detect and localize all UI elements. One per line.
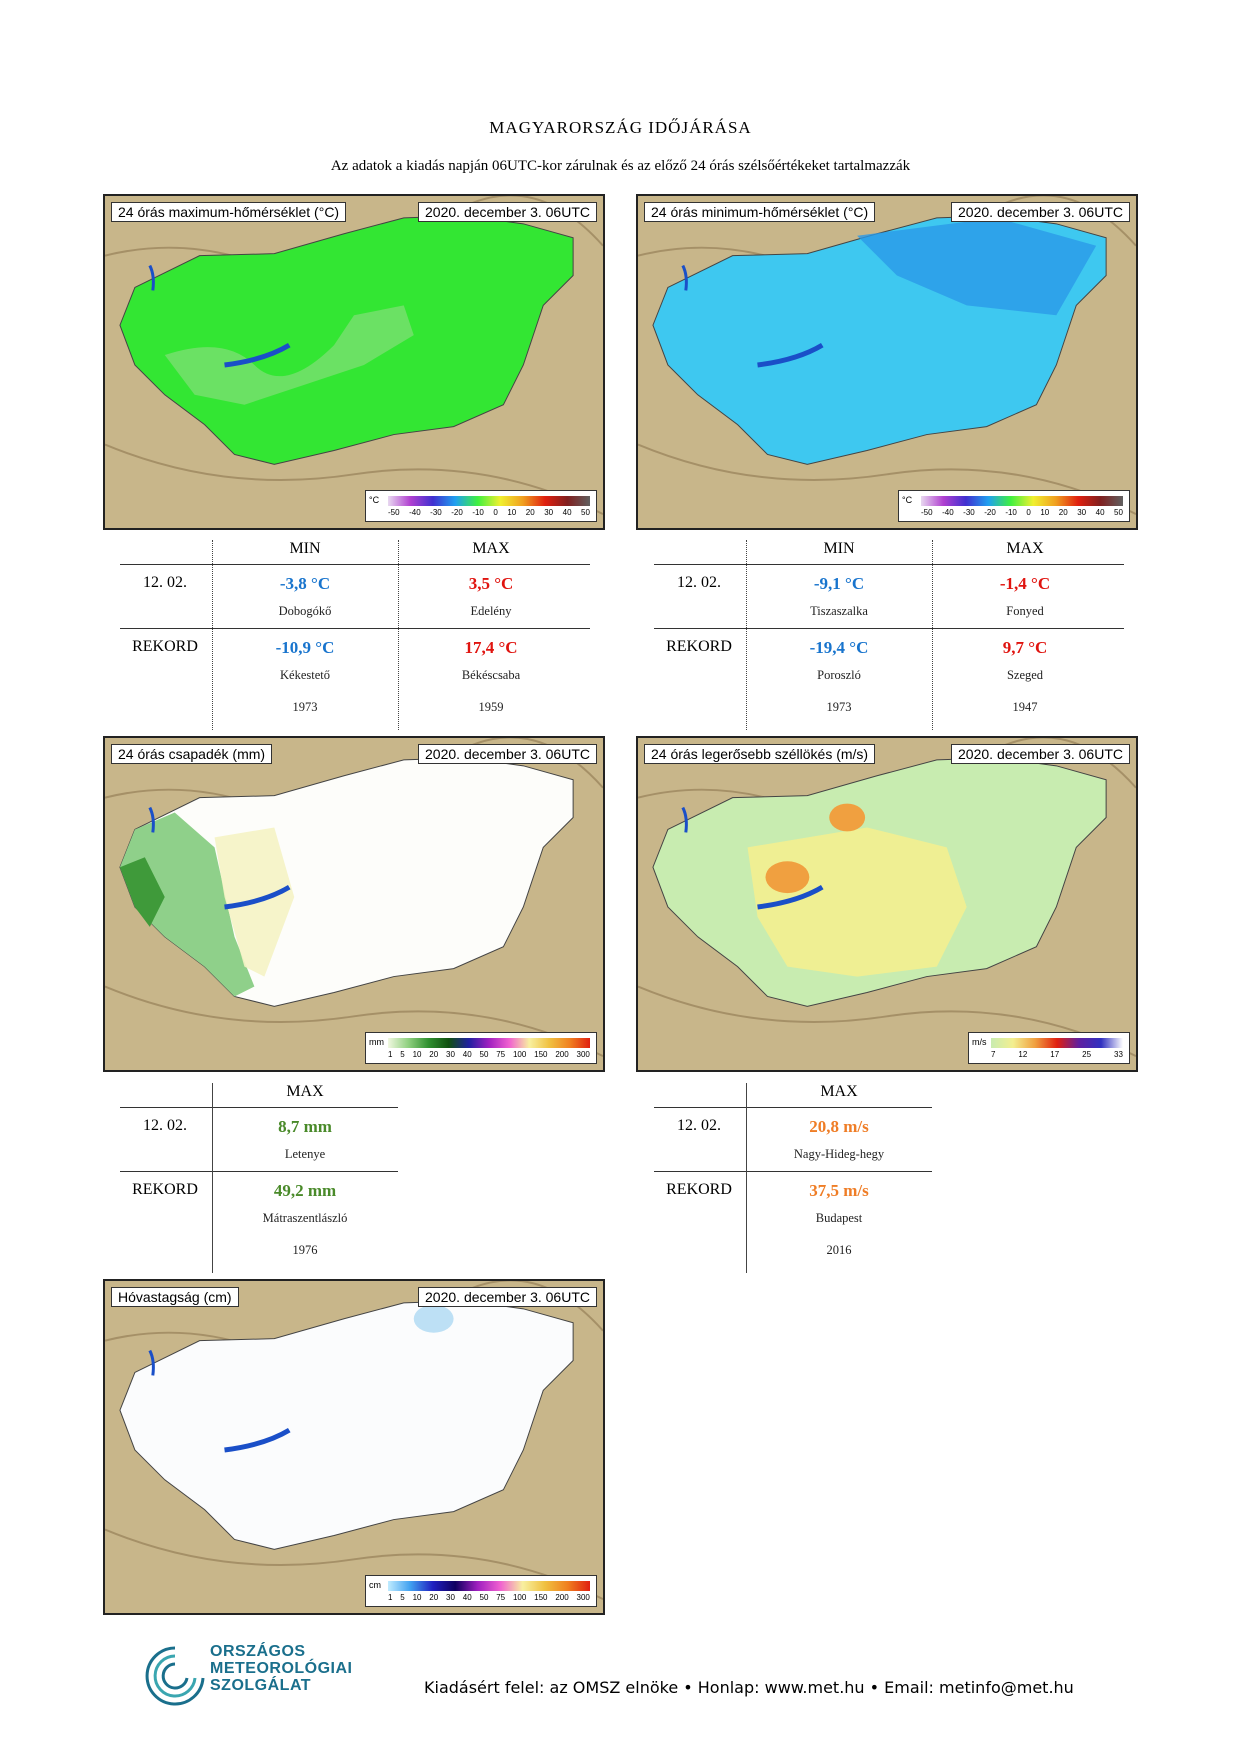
row-date-label: 12. 02.: [677, 1117, 721, 1134]
record-min-value: -19,4 °C: [809, 638, 869, 657]
row-record-label: REKORD: [132, 1181, 198, 1198]
footer-contact: Kiadásért felel: az OMSZ elnöke • Honlap…: [424, 1678, 1074, 1697]
page-subtitle: Az adatok a kiadás napján 06UTC-kor záru…: [330, 158, 911, 174]
snow-map-image: [105, 1281, 603, 1613]
precip-color-scale: mm 1 5 10 20 30 40 50 75 100 150 200 300: [365, 1032, 597, 1064]
row-record-label: REKORD: [666, 1181, 732, 1198]
min-temp-map-date: 2020. december 3. 06UTC: [951, 202, 1130, 222]
daily-max-value: 20,8 m/s: [809, 1117, 869, 1136]
precip-map-image: [105, 738, 603, 1070]
snow-map: Hóvastagság (cm) 2020. december 3. 06UTC…: [103, 1279, 605, 1615]
daily-max-place: Fonyed: [1006, 604, 1044, 618]
max-temp-map-image: [105, 196, 603, 528]
snow-map-date: 2020. december 3. 06UTC: [418, 1287, 597, 1307]
min-temp-map-image: [638, 196, 1136, 528]
max-temp-map-label: 24 órás maximum-hőmérséklet (°C): [111, 202, 347, 222]
min-temp-map-label: 24 órás minimum-hőmérséklet (°C): [644, 202, 876, 222]
gust-map-label: 24 órás legerősebb széllökés (m/s): [644, 744, 876, 764]
record-max-year: 1947: [1012, 700, 1038, 714]
record-min-place: Poroszló: [817, 668, 861, 682]
col-max-header: MAX: [286, 1083, 324, 1100]
precip-map-date: 2020. december 3. 06UTC: [418, 744, 597, 764]
record-max-place: Szeged: [1006, 668, 1044, 682]
row-date-label: 12. 02.: [677, 574, 721, 591]
record-max-place: Mátraszentlászló: [262, 1211, 348, 1225]
row-date-label: 12. 02.: [143, 574, 187, 591]
record-min-year: 1973: [292, 700, 318, 714]
daily-max-value: 3,5 °C: [468, 574, 514, 593]
col-min-header: MIN: [823, 540, 855, 557]
record-max-value: 37,5 m/s: [809, 1181, 869, 1200]
record-max-value: 9,7 °C: [1002, 638, 1048, 657]
record-max-place: Békéscsaba: [461, 668, 521, 682]
daily-min-value: -3,8 °C: [279, 574, 331, 593]
record-max-year: 1976: [292, 1243, 318, 1257]
max-temp-stats-table: MIN MAX 12. 02. -3,8 °C Dobogókő 3,5 °C …: [120, 540, 600, 730]
gust-stats-table: MAX 12. 02. 20,8 m/s Nagy-Hideg-hegy REK…: [654, 1083, 954, 1273]
record-max-value: 17,4 °C: [464, 638, 518, 657]
daily-min-place: Dobogókő: [278, 604, 332, 618]
gust-map-date: 2020. december 3. 06UTC: [951, 744, 1130, 764]
record-min-value: -10,9 °C: [275, 638, 335, 657]
record-max-value: 49,2 mm: [273, 1181, 337, 1200]
scale-unit: °C: [369, 495, 380, 505]
min-temp-stats-table: MIN MAX 12. 02. -9,1 °C Tiszaszalka -1,4…: [654, 540, 1134, 730]
scale-unit: cm: [369, 1580, 381, 1590]
max-temp-color-scale: °C -50 -40 -30 -20 -10 0 10 20 30 40 50: [365, 490, 597, 522]
daily-max-place: Edelény: [470, 604, 512, 618]
page-title: MAGYARORSZÁG IDŐJÁRÁSA: [489, 118, 752, 137]
precip-stats-table: MAX 12. 02. 8,7 mm Letenye REKORD 49,2 m…: [120, 1083, 420, 1273]
scale-ticks: 7 12 17 25 33: [991, 1050, 1123, 1059]
gust-map-image: [638, 738, 1136, 1070]
scale-unit: °C: [902, 495, 913, 505]
precip-map: 24 órás csapadék (mm) 2020. december 3. …: [103, 736, 605, 1072]
daily-max-value: 8,7 mm: [278, 1117, 332, 1136]
scale-unit: m/s: [972, 1037, 987, 1047]
row-record-label: REKORD: [666, 638, 732, 655]
record-max-year: 1959: [478, 700, 504, 714]
min-temp-color-scale: °C -50 -40 -30 -20 -10 0 10 20 30 40 50: [898, 490, 1130, 522]
gust-map: 24 órás legerősebb széllökés (m/s) 2020.…: [636, 736, 1138, 1072]
col-max-header: MAX: [1006, 540, 1044, 557]
col-max-header: MAX: [820, 1083, 858, 1100]
col-max-header: MAX: [472, 540, 510, 557]
daily-max-place: Nagy-Hideg-hegy: [793, 1147, 885, 1161]
scale-unit: mm: [369, 1037, 384, 1047]
col-min-header: MIN: [289, 540, 321, 557]
record-min-year: 1973: [826, 700, 852, 714]
scale-ticks: -50 -40 -30 -20 -10 0 10 20 30 40 50: [921, 508, 1123, 517]
snow-color-scale: cm 1 5 10 20 30 40 50 75 100 150 200 300: [365, 1575, 597, 1607]
daily-min-place: Tiszaszalka: [810, 604, 868, 618]
snow-map-label: Hóvastagság (cm): [111, 1287, 239, 1307]
row-date-label: 12. 02.: [143, 1117, 187, 1134]
daily-max-value: -1,4 °C: [999, 574, 1051, 593]
daily-max-place: Letenye: [284, 1147, 326, 1161]
record-max-place: Budapest: [815, 1211, 863, 1225]
omsz-logo-text: ORSZÁGOS METEOROLÓGIAI SZOLGÁLAT: [210, 1643, 353, 1694]
row-record-label: REKORD: [132, 638, 198, 655]
omsz-logo-icon: [145, 1646, 205, 1706]
scale-ticks: 1 5 10 20 30 40 50 75 100 150 200 300: [388, 1050, 590, 1059]
record-min-place: Kékestető: [280, 668, 330, 682]
min-temp-map: 24 órás minimum-hőmérséklet (°C) 2020. d…: [636, 194, 1138, 530]
precip-map-label: 24 órás csapadék (mm): [111, 744, 273, 764]
max-temp-map: 24 órás maximum-hőmérséklet (°C) 2020. d…: [103, 194, 605, 530]
daily-min-value: -9,1 °C: [813, 574, 865, 593]
gust-color-scale: m/s 7 12 17 25 33: [968, 1032, 1130, 1064]
max-temp-map-date: 2020. december 3. 06UTC: [418, 202, 597, 222]
scale-ticks: -50 -40 -30 -20 -10 0 10 20 30 40 50: [388, 508, 590, 517]
record-max-year: 2016: [826, 1243, 852, 1257]
scale-ticks: 1 5 10 20 30 40 50 75 100 150 200 300: [388, 1593, 590, 1602]
